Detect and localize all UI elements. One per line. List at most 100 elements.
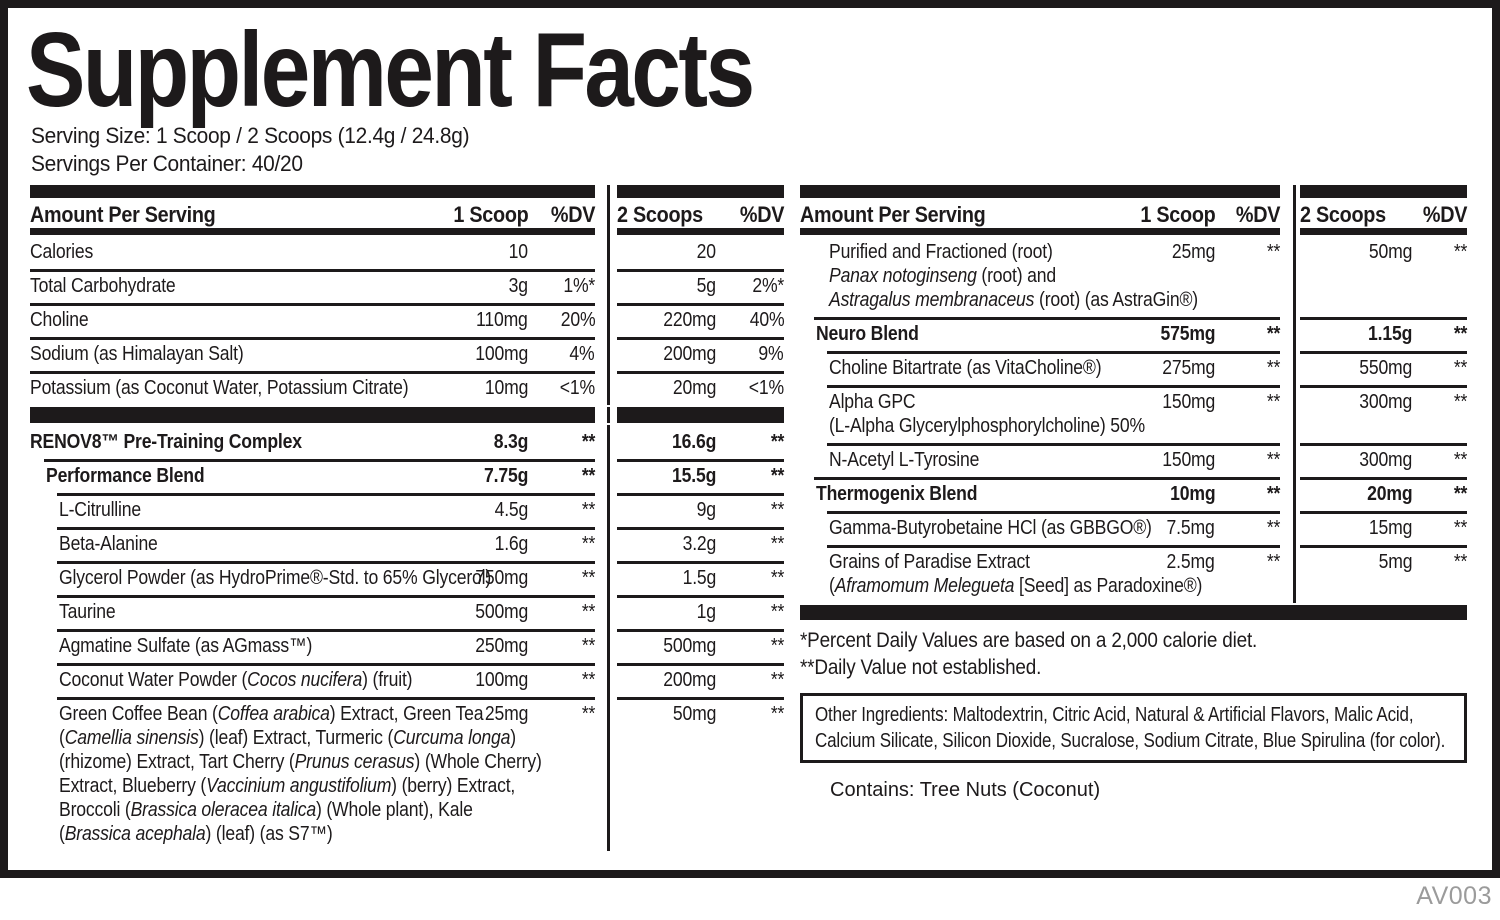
dv-value: ** [1453, 241, 1468, 263]
amount-value: 100mg [475, 343, 528, 365]
table-row: Performance Blend 7.75g ** [30, 459, 595, 493]
amount-value: 1.6g [494, 533, 528, 555]
table-row: Neuro Blend 575mg ** [800, 317, 1280, 351]
amount-value: 7.75g [483, 465, 528, 487]
left-facts-table: Amount Per Serving 1 Scoop %DV 2 Scoops … [30, 185, 784, 851]
dv-value: 4% [569, 343, 595, 365]
amount-value: 220mg [663, 309, 716, 331]
left-two-scoops-header: 2 Scoops %DV [607, 185, 784, 235]
amount-value: 15mg [1368, 517, 1413, 539]
dv-value: ** [1266, 551, 1281, 573]
amount-per-serving-header: Amount Per Serving [800, 202, 986, 227]
dv-value: ** [1453, 517, 1468, 539]
table-row: N-Acetyl L-Tyrosine 150mg ** [800, 443, 1280, 477]
dv-value: ** [770, 703, 785, 725]
amount-value: 100mg [475, 669, 528, 691]
table-row-two-scoops: 300mg ** [1293, 385, 1467, 443]
label-border [0, 0, 1500, 878]
table-row: RENOV8™ Pre-Training Complex 8.3g ** [30, 425, 595, 459]
table-row: Total Carbohydrate 3g 1%* [30, 269, 595, 303]
dv-value: ** [1453, 551, 1468, 573]
right-facts-table: Amount Per Serving 1 Scoop %DV 2 Scoops … [800, 185, 1467, 802]
amount-value: 25mg [484, 703, 529, 725]
dv-value: ** [581, 431, 596, 453]
header-rule [800, 228, 1280, 235]
amount-value: 500mg [663, 635, 716, 657]
amount-value: 2.5mg [1166, 551, 1215, 573]
footnotes-section: *Percent Daily Values are based on a 2,0… [800, 620, 1467, 802]
dv-value: ** [581, 465, 596, 487]
section-bar [30, 407, 595, 423]
table-row: Purified and Fractioned (root) Panax noto… [800, 235, 1280, 317]
amount-value: 10 [508, 241, 528, 263]
table-row: Green Coffee Bean (Coffea arabica) Extra… [30, 697, 595, 851]
dv-value: ** [581, 703, 596, 725]
ingredient-name: Glycerol Powder (as HydroPrime®-Std. to … [59, 567, 492, 589]
table-row: L-Citrulline 4.5g ** [30, 493, 595, 527]
section-bar [800, 605, 1467, 620]
table-row-two-scoops: 550mg ** [1293, 351, 1468, 385]
amount-value: 20 [696, 241, 716, 263]
table-row-two-scoops: 200mg ** [607, 663, 784, 697]
table-row-two-scoops: 16.6g ** [607, 425, 784, 459]
ingredient-name: Green Coffee Bean (Coffea arabica) Extra… [59, 703, 542, 845]
ingredient-name: Coconut Water Powder (Cocos nucifera) (f… [59, 669, 413, 691]
dv-value: ** [1453, 323, 1468, 345]
table-row: Grains of Paradise Extract (Aframomum Mel… [800, 545, 1280, 603]
dv-value: <1% [748, 377, 784, 399]
amount-value: 25mg [1171, 241, 1216, 263]
amount-value: 575mg [1160, 323, 1215, 345]
header-top-bar [617, 185, 784, 198]
ingredient-name: Taurine [59, 601, 116, 623]
dv-value: ** [770, 635, 785, 657]
right-two-scoops-header: 2 Scoops %DV [1293, 185, 1467, 235]
header-rule [617, 228, 784, 235]
amount-value: 150mg [1162, 449, 1215, 471]
dv-value: ** [770, 465, 785, 487]
dv-value: ** [581, 635, 596, 657]
amount-value: 1.15g [1367, 323, 1412, 345]
ingredient-name: Gamma-Butyrobetaine HCl (as GBBGO®) [829, 517, 1152, 539]
dv-value: ** [581, 499, 596, 521]
table-row-two-scoops: 3.2g ** [607, 527, 785, 561]
amount-value: 20mg [1366, 483, 1412, 505]
amount-value: 1g [696, 601, 716, 623]
dv-value: ** [581, 567, 596, 589]
amount-value: 10mg [1169, 483, 1215, 505]
dv-value: ** [1266, 391, 1281, 413]
dv-value: ** [1266, 517, 1281, 539]
table-row-two-scoops: 5g 2%* [607, 269, 784, 303]
amount-value: 275mg [1162, 357, 1215, 379]
dv-value: ** [581, 533, 596, 555]
daily-value-footnote: *Percent Daily Values are based on a 2,0… [800, 629, 1258, 679]
ingredient-name: Choline Bitartrate (as VitaCholine®) [829, 357, 1102, 379]
ingredient-name: RENOV8™ Pre-Training Complex [30, 431, 302, 453]
header-rule [1300, 228, 1467, 235]
ingredient-name: L-Citrulline [59, 499, 142, 521]
amount-value: 200mg [663, 669, 716, 691]
amount-value: 50mg [672, 703, 717, 725]
amount-value: 5mg [1378, 551, 1412, 573]
dv-value: ** [1266, 323, 1281, 345]
amount-value: 50mg [1368, 241, 1413, 263]
header-top-bar [1300, 185, 1467, 198]
one-scoop-header: 1 Scoop [1139, 202, 1215, 227]
ingredient-name: Thermogenix Blend [816, 483, 978, 505]
two-scoops-header: 2 Scoops [617, 202, 703, 227]
dv-value: ** [1453, 483, 1468, 505]
other-ingredients-box: Other Ingredients: Maltodextrin, Citric … [800, 693, 1467, 763]
ingredient-name: Choline [30, 309, 89, 331]
table-row-two-scoops: 50mg ** [607, 697, 785, 851]
other-ingredients-text: Other Ingredients: Maltodextrin, Citric … [815, 704, 1446, 752]
dv-value: ** [1266, 483, 1281, 505]
header-rule [30, 228, 595, 235]
amount-value: 500mg [475, 601, 528, 623]
dv-value: ** [770, 533, 785, 555]
dv-value: ** [1266, 449, 1281, 471]
amount-value: 300mg [1359, 449, 1412, 471]
table-row: Choline Bitartrate (as VitaCholine®) 275m… [800, 351, 1280, 385]
ingredient-name: Sodium (as Himalayan Salt) [30, 343, 244, 365]
dv-value: ** [1453, 357, 1468, 379]
table-row-two-scoops: 200mg 9% [607, 337, 784, 371]
